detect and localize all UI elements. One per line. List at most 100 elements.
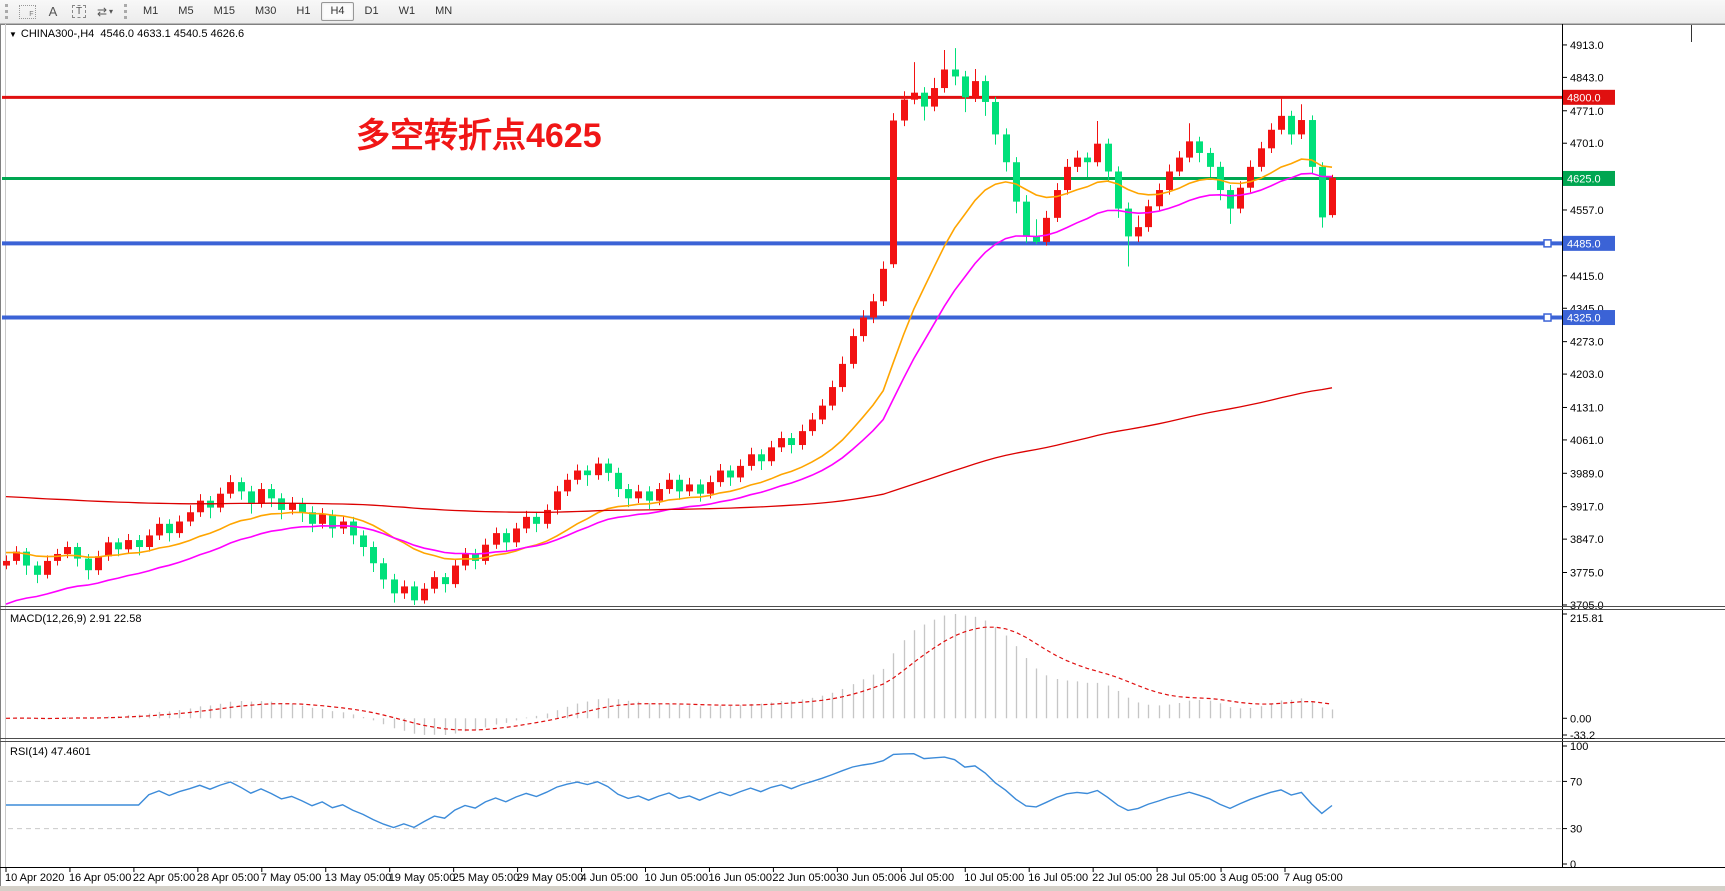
candle-body	[707, 482, 714, 494]
candle-body	[1074, 157, 1081, 167]
candle-body	[238, 482, 245, 492]
time-axis[interactable]: 10 Apr 2020 16 Apr 05:00 22 Apr 05:00 28 Ap…	[5, 867, 1343, 885]
candle-body	[431, 577, 438, 589]
candle-body	[605, 463, 612, 473]
hline-handle-4325[interactable]	[1543, 313, 1552, 322]
candle-body	[187, 512, 194, 522]
text-box-icon[interactable]: T	[70, 3, 88, 20]
timeframe-mn-button[interactable]: MN	[435, 5, 453, 17]
candle-body	[1054, 190, 1061, 218]
candle-body	[748, 454, 755, 466]
price-badge-label: 4485.0	[1567, 238, 1601, 250]
ma-line-18	[5, 158, 1333, 561]
macd-indicator-label: MACD(12,26,9) 2.91 22.58	[10, 613, 142, 625]
toolbar-grip[interactable]	[5, 4, 8, 19]
date-label: 10 Jul 05:00	[964, 872, 1024, 884]
price-tick-label: 3989.0	[1570, 468, 1604, 480]
price-line-badge	[1563, 170, 1615, 186]
candle-body	[1094, 143, 1101, 163]
candle-body	[1247, 166, 1254, 188]
timeframe-m5-button[interactable]: M5	[178, 5, 194, 17]
timeframe-m15-button[interactable]: M15	[213, 5, 235, 17]
candle-body	[1033, 236, 1040, 242]
symbol-ohlc-label: ▼ CHINA300-,H4 4546.0 4633.1 4540.5 4626.…	[9, 28, 244, 40]
symbol-caret-icon[interactable]: ▼	[9, 30, 17, 39]
date-label: 4 Jun 05:00	[581, 872, 639, 884]
candle-body	[1176, 157, 1183, 172]
candle-body	[1125, 208, 1132, 237]
date-label: 19 May 05:00	[389, 872, 456, 884]
toolbar: F A T ⇄ ▾ M1 M5 M15 M30 H1 H4 D1 W1 MN	[0, 0, 1725, 24]
candle-body	[554, 491, 561, 510]
timeframe-d1-button[interactable]: D1	[364, 5, 379, 17]
candle-body	[54, 553, 61, 561]
candle-body	[666, 479, 673, 490]
macd-panel: 215.81 0.00 -33.2	[5, 613, 1604, 742]
toolbar-grip-2[interactable]	[124, 4, 127, 19]
candle-body	[289, 502, 296, 510]
price-axis[interactable]: 4913.04843.04771.04701.04557.04415.04345…	[1562, 24, 1615, 867]
candle-body	[472, 553, 479, 561]
window-bottom-edge	[0, 886, 1725, 891]
candle-body	[839, 363, 846, 388]
date-label: 7 Aug 05:00	[1284, 872, 1343, 884]
candle-body	[462, 553, 469, 566]
candle-body	[1278, 115, 1285, 130]
candle-body	[1207, 152, 1214, 167]
candle-body	[656, 489, 663, 501]
timeframe-m30-button[interactable]: M30	[254, 5, 277, 17]
candle-body	[360, 535, 367, 548]
date-label: 10 Apr 2020	[5, 872, 64, 884]
candle-body	[146, 535, 153, 548]
chart-grid-icon[interactable]: F	[18, 3, 36, 20]
date-label: 28 Apr 05:00	[197, 872, 259, 884]
candle-body	[646, 491, 653, 501]
candle-body	[1105, 143, 1112, 172]
symbol-name: CHINA300-,H4	[20, 28, 95, 40]
candle-body	[95, 556, 102, 571]
candle-body	[931, 88, 938, 107]
timeframe-m1-button[interactable]: M1	[143, 5, 159, 17]
chart-text-annotation[interactable]: 多空转折点4625	[356, 117, 602, 155]
candle-body	[156, 523, 163, 536]
candle-body	[1227, 190, 1234, 209]
candle-body	[503, 533, 510, 543]
timeframe-w1-button[interactable]: W1	[398, 5, 416, 17]
candle-body	[615, 472, 622, 490]
price-tick-label: 3917.0	[1570, 502, 1604, 514]
candle-body	[176, 521, 183, 534]
rsi-line	[6, 752, 1333, 829]
candle-body	[64, 547, 71, 554]
candle-body	[584, 470, 591, 476]
date-label: 13 May 05:00	[325, 872, 392, 884]
cycle-arrows-icon[interactable]: ⇄ ▾	[96, 4, 114, 19]
candle-body	[136, 540, 143, 548]
timeframe-h1-button[interactable]: H1	[296, 5, 311, 17]
candle-body	[972, 81, 979, 98]
price-tick-label: 3775.0	[1570, 568, 1604, 580]
timeframe-h4-button[interactable]: H4	[321, 2, 354, 21]
hline-handle-4485[interactable]	[1543, 239, 1552, 248]
candle-body	[1298, 120, 1305, 135]
candle-body	[34, 565, 41, 575]
candle-body	[860, 317, 867, 337]
price-badge-label: 4325.0	[1567, 313, 1601, 325]
candle-body	[258, 489, 265, 503]
price-tick-label: 4131.0	[1570, 402, 1604, 414]
date-label: 30 Jun 05:00	[836, 872, 900, 884]
price-tick-label: 4557.0	[1570, 205, 1604, 217]
candle-body	[1319, 166, 1326, 218]
candle-body	[299, 502, 306, 513]
candle-body	[513, 528, 520, 543]
candle-body	[268, 489, 275, 499]
price-tick-label: 4771.0	[1570, 106, 1604, 118]
candle-body	[962, 76, 969, 98]
candle-body	[248, 491, 255, 503]
candle-body	[125, 540, 132, 550]
candle-body	[982, 81, 989, 102]
rsi-axis-label: 70	[1570, 776, 1582, 788]
horizontal-lines[interactable]	[2, 95, 1562, 322]
candle-body	[370, 547, 377, 564]
candle-body	[564, 479, 571, 492]
text-label-icon[interactable]: A	[48, 4, 58, 19]
